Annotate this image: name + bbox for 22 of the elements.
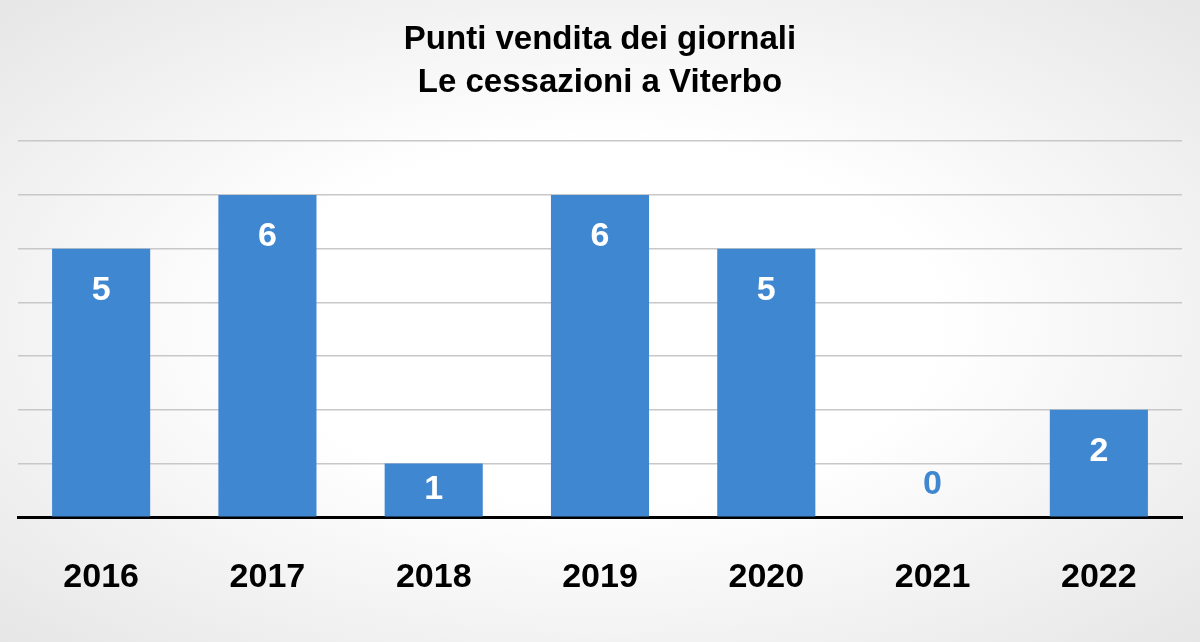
x-tick-label: 2017 [229, 555, 306, 594]
data-label: 0 [923, 462, 943, 501]
data-label: 6 [257, 215, 277, 254]
chart-subtitle: Le cessazioni a Viterbo [417, 62, 783, 100]
data-label: 6 [590, 215, 610, 254]
x-tick-label: 2019 [562, 555, 638, 594]
data-label: 2 [1089, 430, 1109, 469]
x-tick-label: 2022 [1061, 555, 1137, 594]
data-label: 1 [424, 468, 444, 507]
data-label: 5 [756, 269, 776, 307]
bar [550, 194, 650, 517]
x-tick-label: 2018 [395, 555, 472, 594]
bar [218, 194, 317, 517]
x-tick-label: 2016 [63, 555, 139, 594]
x-tick-label: 2020 [728, 555, 805, 594]
bar [717, 248, 816, 517]
chart-title: Punti vendita dei giornali [403, 18, 797, 56]
bar [52, 248, 151, 517]
bar [384, 463, 483, 517]
bar [1049, 409, 1148, 517]
x-tick-label: 2021 [894, 555, 971, 594]
data-label: 5 [91, 269, 111, 307]
